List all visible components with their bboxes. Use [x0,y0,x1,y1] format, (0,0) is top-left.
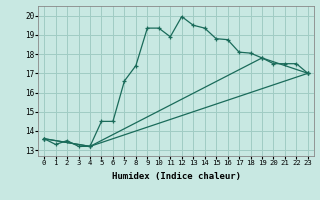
X-axis label: Humidex (Indice chaleur): Humidex (Indice chaleur) [111,172,241,181]
